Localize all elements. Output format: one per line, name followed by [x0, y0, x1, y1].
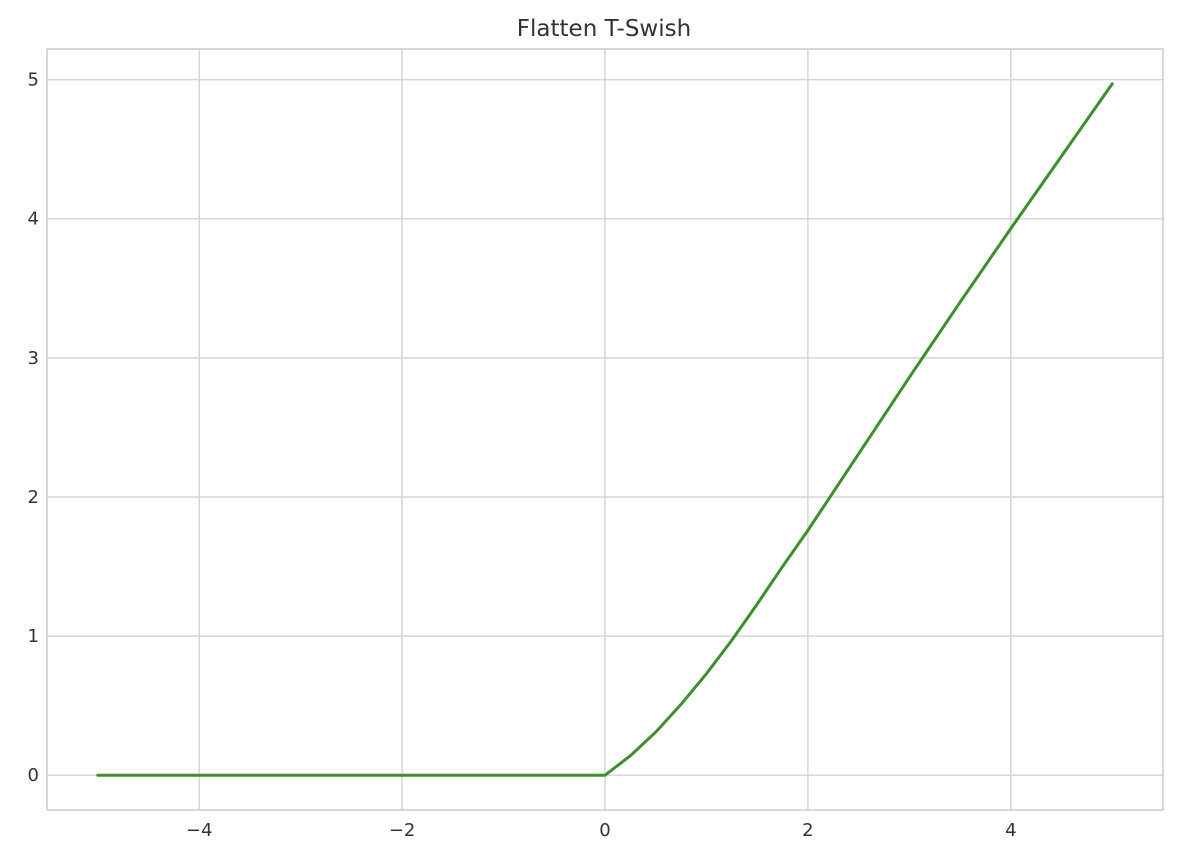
y-tick-label: 3 — [28, 348, 39, 369]
y-tick-label: 4 — [28, 209, 39, 230]
y-tick-label: 5 — [28, 70, 39, 91]
series-layer — [96, 82, 1114, 777]
y-tick-label: 1 — [28, 626, 39, 647]
plot-frame — [46, 48, 1164, 811]
y-tick-label: 2 — [28, 487, 39, 508]
series-line — [96, 82, 1114, 777]
y-tick-label: 0 — [28, 765, 39, 786]
grid — [47, 49, 1163, 810]
x-tick-label: 0 — [599, 820, 610, 841]
x-tick-label: −4 — [186, 820, 213, 841]
x-tick-label: 2 — [802, 820, 813, 841]
x-tick-label: −2 — [389, 820, 416, 841]
y-axis-ticks: 0 1 2 3 4 5 — [28, 70, 39, 787]
chart-title: Flatten T-Swish — [517, 16, 691, 42]
x-tick-label: 4 — [1005, 820, 1016, 841]
x-axis-ticks: −4 −2 0 2 4 — [186, 820, 1017, 841]
